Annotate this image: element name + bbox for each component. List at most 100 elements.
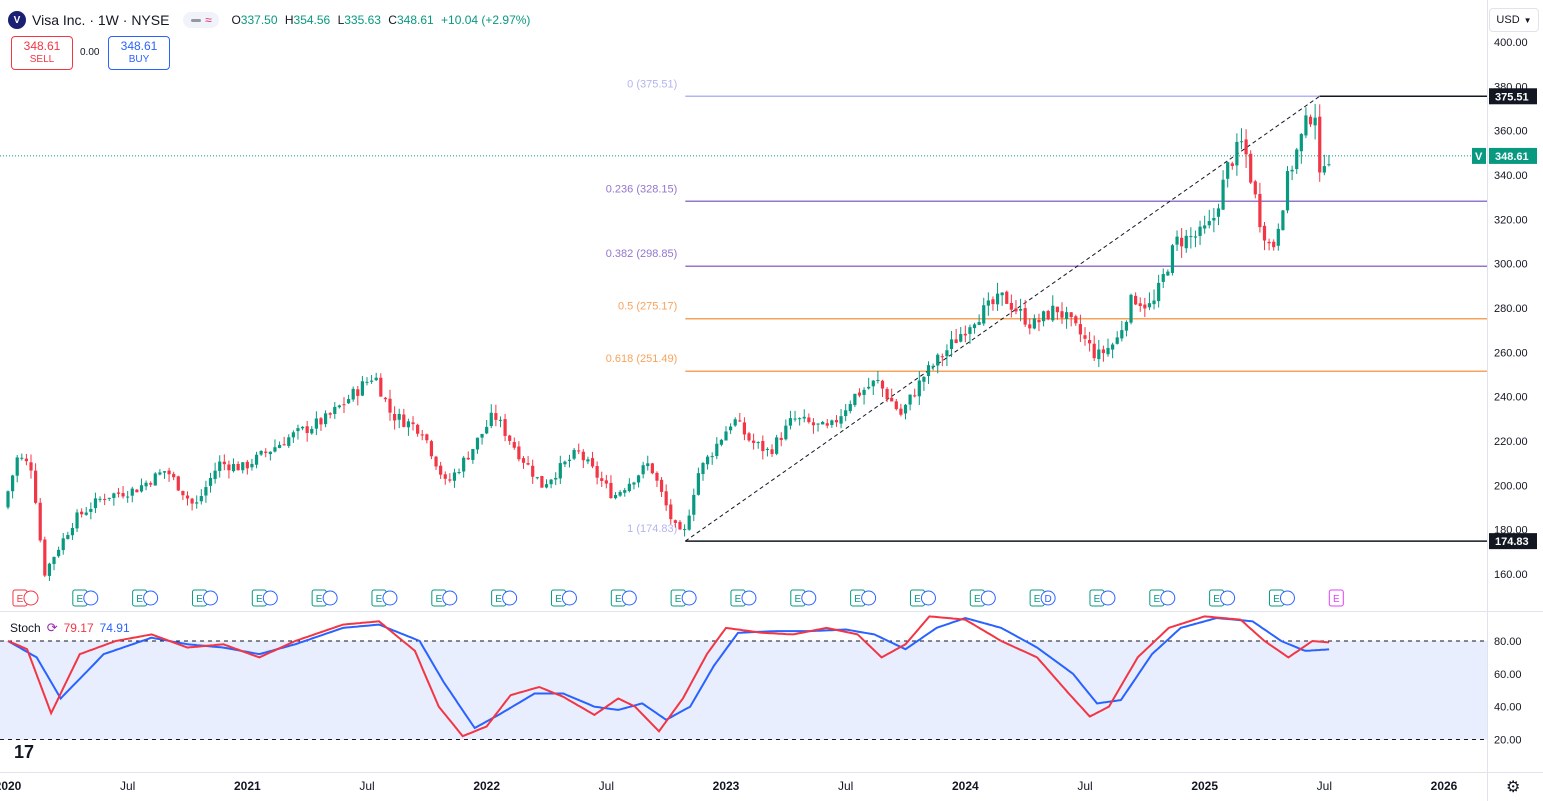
candle-body[interactable] (1005, 291, 1009, 304)
candle-body[interactable] (600, 478, 604, 481)
candle-body[interactable] (517, 446, 521, 460)
candle-body[interactable] (57, 549, 61, 557)
candle-body[interactable] (1322, 166, 1326, 173)
candle-body[interactable] (402, 414, 406, 427)
candle-body[interactable] (360, 381, 364, 396)
candle-body[interactable] (130, 488, 134, 496)
candle-body[interactable] (1051, 305, 1055, 321)
candle-body[interactable] (300, 426, 305, 429)
candle-body[interactable] (899, 408, 903, 415)
candle-body[interactable] (793, 418, 797, 420)
candle-body[interactable] (310, 428, 314, 434)
split-marker[interactable] (801, 590, 817, 606)
candle-body[interactable] (563, 461, 567, 465)
split-marker[interactable] (1279, 590, 1295, 606)
candle-body[interactable] (241, 462, 245, 471)
candle-body[interactable] (1299, 133, 1303, 152)
currency-select[interactable]: USD ▼ (1489, 8, 1539, 32)
candle-body[interactable] (848, 404, 852, 412)
candle-body[interactable] (784, 425, 788, 440)
split-marker[interactable] (741, 590, 757, 606)
candle-body[interactable] (337, 405, 341, 408)
candle-body[interactable] (480, 433, 484, 438)
candle-body[interactable] (84, 512, 88, 515)
candle-body[interactable] (1120, 330, 1124, 339)
candle-body[interactable] (761, 440, 765, 452)
candle-body[interactable] (116, 492, 121, 494)
candle-body[interactable] (664, 491, 668, 506)
candle-body[interactable] (1212, 217, 1216, 221)
candle-body[interactable] (1281, 210, 1285, 231)
candle-body[interactable] (1276, 228, 1280, 246)
candle-body[interactable] (963, 333, 967, 336)
candle-body[interactable] (1272, 241, 1276, 248)
candle-body[interactable] (1129, 294, 1133, 323)
candle-body[interactable] (917, 380, 921, 397)
candle-body[interactable] (1060, 311, 1064, 318)
candle-body[interactable] (296, 428, 300, 432)
candle-body[interactable] (1055, 306, 1059, 313)
candle-body[interactable] (908, 394, 912, 405)
candle-body[interactable] (632, 482, 636, 485)
candle-body[interactable] (802, 416, 806, 419)
candle-body[interactable] (112, 493, 116, 498)
candle-body[interactable] (880, 380, 885, 389)
candle-body[interactable] (121, 493, 125, 497)
stoch-name[interactable]: Stoch (10, 621, 41, 635)
candle-body[interactable] (586, 459, 590, 462)
split-marker[interactable] (1040, 590, 1056, 606)
candle-body[interactable] (439, 465, 443, 475)
refresh-icon[interactable]: ⟳ (46, 620, 58, 635)
candle-body[interactable] (89, 508, 93, 512)
sell-button[interactable]: 348.61 SELL (11, 36, 73, 70)
candle-body[interactable] (1037, 320, 1041, 323)
candle-body[interactable] (1203, 225, 1207, 229)
candle-body[interactable] (1078, 324, 1082, 335)
candle-body[interactable] (162, 471, 167, 473)
candle-body[interactable] (351, 388, 355, 400)
candle-body[interactable] (190, 498, 194, 504)
candle-body[interactable] (1193, 236, 1198, 238)
candle-body[interactable] (678, 521, 682, 530)
candle-body[interactable] (867, 386, 871, 389)
candle-body[interactable] (199, 496, 203, 502)
candle-body[interactable] (747, 433, 751, 441)
fib-trend-line[interactable] (685, 95, 1320, 542)
candle-body[interactable] (167, 470, 171, 475)
candle-body[interactable] (1106, 347, 1110, 355)
candle-body[interactable] (489, 412, 493, 427)
candle-body[interactable] (931, 365, 935, 367)
candle-body[interactable] (1041, 311, 1046, 322)
candle-body[interactable] (646, 463, 650, 467)
candle-body[interactable] (1318, 116, 1322, 173)
candle-body[interactable] (627, 483, 631, 492)
candle-body[interactable] (618, 491, 622, 496)
candle-body[interactable] (876, 379, 880, 381)
candle-body[interactable] (420, 434, 424, 436)
candle-body[interactable] (185, 495, 190, 499)
candle-body[interactable] (577, 450, 581, 452)
candle-body[interactable] (1074, 316, 1078, 324)
candle-body[interactable] (1295, 149, 1299, 170)
candle-body[interactable] (383, 397, 388, 400)
buy-button[interactable]: 348.61 BUY (108, 36, 170, 70)
split-marker[interactable] (561, 590, 577, 606)
candle-body[interactable] (798, 418, 802, 420)
split-marker[interactable] (23, 590, 39, 606)
settings-gear-icon[interactable]: ⚙ (1506, 779, 1521, 796)
candle-body[interactable] (775, 437, 779, 454)
candle-body[interactable] (227, 464, 231, 471)
candle-body[interactable] (972, 324, 977, 329)
candle-body[interactable] (448, 479, 452, 481)
candle-body[interactable] (305, 426, 309, 433)
candle-body[interactable] (1152, 300, 1156, 305)
candle-body[interactable] (701, 463, 705, 475)
candle-body[interactable] (158, 472, 162, 475)
candle-body[interactable] (609, 482, 613, 499)
candle-body[interactable] (1304, 115, 1308, 136)
candle-body[interactable] (752, 440, 756, 443)
candle-body[interactable] (581, 451, 585, 461)
candle-body[interactable] (1161, 274, 1165, 282)
candle-body[interactable] (936, 354, 940, 366)
